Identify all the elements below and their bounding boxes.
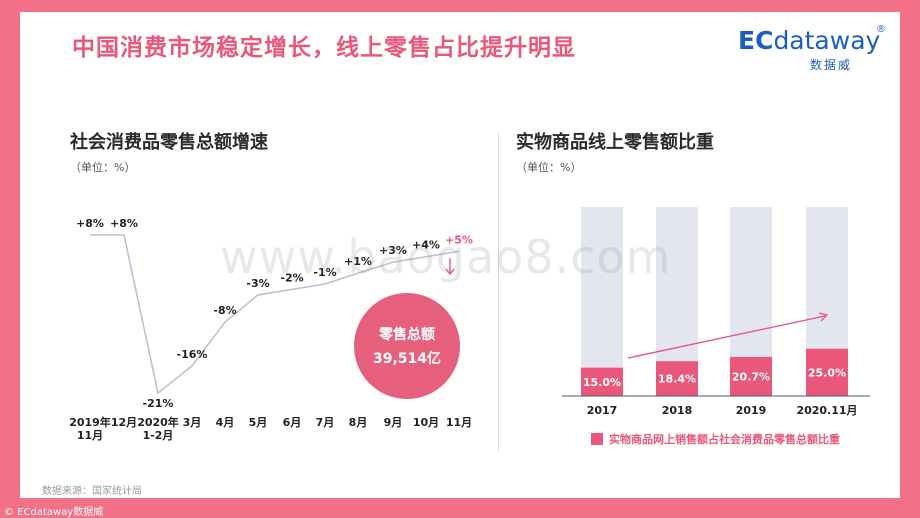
data-label: +3% [379,244,407,257]
data-label: -16% [177,348,208,361]
x-tick-label: 7月 [316,416,335,429]
legend-label: 实物商品网上销售额占社会消费品零售总额比重 [609,432,840,446]
trend-arrow-line [627,315,826,359]
logo-wordmark: ECdataway [738,26,880,55]
data-label: +8% [76,217,104,230]
highlight-arrow-head [445,268,455,276]
bubble-value: 39,514亿 [373,350,441,367]
x-tick-label: 2019 [736,404,767,417]
data-label: +4% [412,239,440,252]
growth-line [90,234,460,395]
x-tick-label: 9月 [384,416,403,429]
brand-logo: ECdataway ® 数据威 [738,24,888,76]
bar [581,367,623,396]
data-label: -1% [313,266,336,279]
x-tick-label: 4月 [216,416,235,429]
x-tick-label: 11月 [446,416,472,429]
x-tick-label: 11月 [77,429,103,442]
x-tick-label: 2018 [662,404,693,417]
x-tick-label: 1-2月 [143,429,174,442]
bar [730,356,772,396]
x-tick-label: 2020.11月 [796,404,857,417]
logo-ec: EC [738,26,774,55]
data-label: -21% [143,397,174,410]
bar-background [581,207,623,396]
x-tick-label: 2019年 [69,415,111,429]
data-source: 数据来源：国家统计局 [42,486,142,497]
data-label: +5% [445,233,473,246]
left-chart-unit: （单位：%） [70,161,136,174]
page-title: 中国消费市场稳定增长，线上零售占比提升明显 [72,35,576,61]
logo-dataway: dataway [773,26,881,55]
bar-value-label: 18.4% [658,373,696,386]
x-tick-label: 6月 [283,416,302,429]
section-divider [498,132,499,452]
data-label: -3% [246,277,269,290]
growth-line-chart: +8% +8% -21% -16% -8% -3% -2% -1% +1% +3% +4% +5% 零售… [69,217,473,442]
bar [806,348,848,396]
bar-value-label: 25.0% [808,366,846,379]
x-tick-label: 12月 [111,416,137,429]
logo-subtitle: 数据威 [810,58,853,72]
bar [656,361,698,396]
trend-arrow-head [818,312,829,322]
copyright: © ECdataway数据威 [4,507,104,518]
x-tick-label: 10月 [413,416,439,429]
watermark: www.baogao8.com [220,230,672,284]
bubble-label: 零售总额 [378,326,435,343]
bar-value-label: 20.7% [732,370,770,383]
right-chart-title: 实物商品线上零售额比重 [516,132,714,153]
logo-registered: ® [876,24,886,35]
total-retail-bubble [354,293,460,399]
x-tick-label: 5月 [249,416,268,429]
data-label: +1% [344,255,372,268]
data-label: -2% [280,271,303,284]
slide: 中国消费市场稳定增长，线上零售占比提升明显 ECdataway ® 数据威 社会… [20,12,900,498]
left-chart-title: 社会消费品零售总额增速 [70,132,268,153]
right-chart-unit: （单位：%） [516,161,582,174]
x-tick-label: 2017 [587,404,618,417]
legend-swatch [591,433,603,445]
x-tick-label: 2020年 [137,415,179,429]
online-share-bar-chart: 15.0% 2017 18.4% 2018 20.7% 2019 25.0% 2020.11月… [562,207,870,446]
x-tick-label: 3月 [183,416,202,429]
data-label: +8% [110,217,138,230]
x-tick-label: 8月 [349,416,368,429]
data-label: -8% [213,304,236,317]
bar-value-label: 15.0% [583,376,621,389]
